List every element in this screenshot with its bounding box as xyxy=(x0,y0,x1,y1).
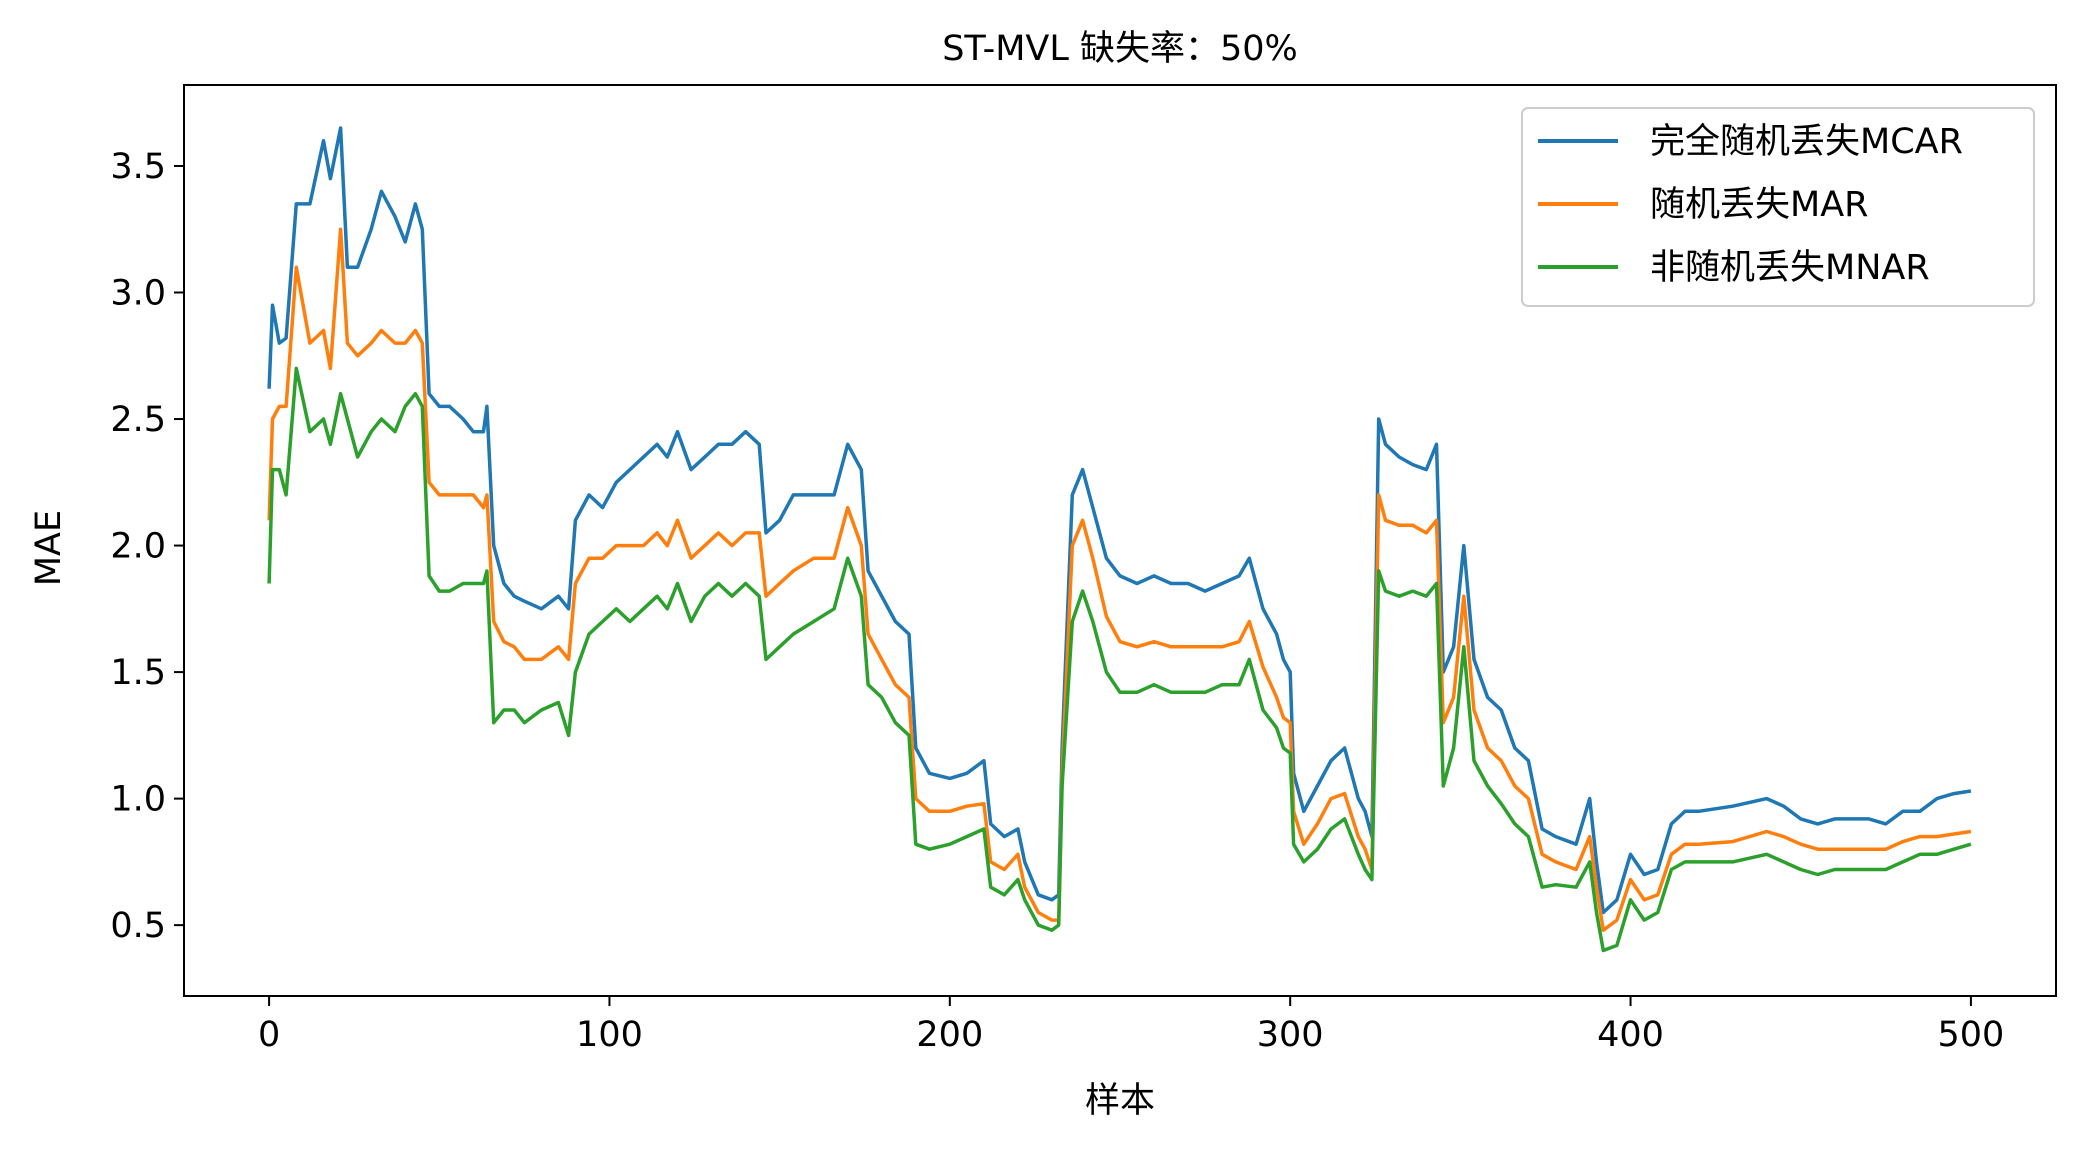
legend-label-2: 随机丢失MAR xyxy=(1650,185,1868,225)
x-tick-label: 300 xyxy=(1257,1015,1324,1055)
y-tick-label: 0.5 xyxy=(110,906,166,946)
legend: 完全随机丢失MCAR 随机丢失MAR 非随机丢失MNAR xyxy=(1521,107,2035,307)
y-tick-label: 1.5 xyxy=(110,653,166,693)
legend-label-3: 非随机丢失MNAR xyxy=(1650,248,1930,288)
x-tick-label: 400 xyxy=(1597,1015,1664,1055)
x-axis: 0 100 200 300 400 500 xyxy=(258,996,2004,1055)
x-tick-label: 500 xyxy=(1938,1015,2005,1055)
y-axis: 0.5 1.0 1.5 2.0 2.5 3.0 3.5 xyxy=(110,147,184,946)
x-tick-label: 200 xyxy=(916,1015,983,1055)
x-tick-label: 0 xyxy=(258,1015,280,1055)
y-tick-label: 2.5 xyxy=(110,400,166,440)
y-axis-label: MAE xyxy=(29,510,69,586)
series-layer xyxy=(267,126,1972,953)
series-line-2 xyxy=(267,227,1972,932)
y-tick-label: 3.5 xyxy=(110,147,166,187)
y-tick-label: 2.0 xyxy=(110,527,166,567)
chart-title: ST-MVL 缺失率：50% xyxy=(942,29,1298,69)
series-line-1 xyxy=(267,126,1972,915)
x-axis-label: 样本 xyxy=(1085,1081,1155,1121)
y-tick-label: 3.0 xyxy=(110,274,166,314)
series-line-3 xyxy=(267,366,1972,953)
legend-label-1: 完全随机丢失MCAR xyxy=(1650,122,1963,162)
plot-area-frame xyxy=(183,84,2057,997)
y-tick-label: 1.0 xyxy=(110,780,166,820)
x-tick-label: 100 xyxy=(576,1015,643,1055)
legend-box xyxy=(1521,107,2035,307)
